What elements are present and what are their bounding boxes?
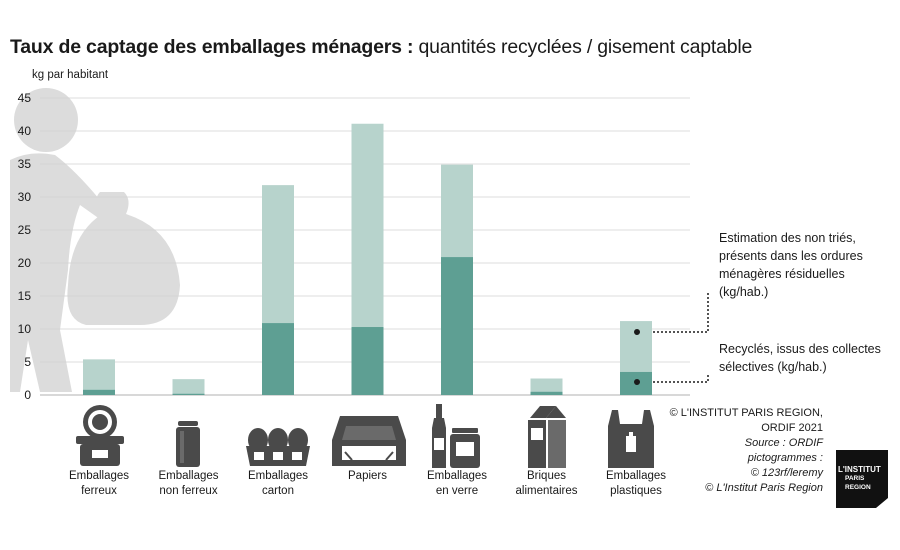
credit-line: ORDIF 2021 [761,422,823,434]
y-axis-unit: kg par habitant [32,69,109,81]
milk-carton-icon [528,406,566,468]
y-tick-label: 10 [18,322,32,336]
egg-carton-icon [246,428,310,466]
category-label-line: carton [262,485,294,497]
y-tick-label: 45 [18,91,32,105]
y-tick-label: 20 [18,256,32,270]
logo-line: PARIS [845,475,865,482]
glass-bottle-jar-icon [432,404,480,468]
credit-line: Source : ORDIF [744,437,823,449]
y-tick-label: 25 [18,223,32,237]
logo-line: REGION [845,484,871,491]
legend-non-tries-line: (kg/hab.) [719,285,769,299]
category-label-line: Emballages [247,470,309,482]
bar-recycles [83,389,115,395]
category-label: Emballages carton [230,469,326,499]
category-label: Papiers [320,469,416,484]
category-label-line: Papiers [348,470,387,482]
soda-can-icon [176,421,200,467]
legend-recycles-line: sélectives (kg/hab.) [719,360,827,374]
bar-recycles [172,393,205,395]
institut-logo-badge [836,450,888,508]
credit-line: © L'Institut Paris Region [705,482,823,494]
bar-recycles [530,391,563,395]
logo-text: L'INSTITUT PARIS REGION [838,465,881,492]
logo-line: L'INSTITUT [838,465,881,474]
credit-line: pictogrammes : [747,452,823,464]
bar-non-tries [262,185,294,324]
bar-non-tries [441,164,473,258]
legend-recycles-line: Recyclés, issus des collectes [719,342,881,356]
tin-can-icon [76,405,124,466]
bar-non-tries [620,321,652,372]
y-tick-label: 40 [18,124,32,138]
category-label: Emballages plastiques [588,469,684,499]
category-label-line: Emballages [605,470,667,482]
y-tick-label: 30 [18,190,32,204]
credit-line: © L'INSTITUT PARIS REGION, [669,407,823,419]
category-label: Emballages non ferreux [141,469,237,499]
plastic-packaging-icon [608,410,654,468]
legend-non-tries-line: Estimation des non triés, [719,231,856,245]
category-label-line: ferreux [81,485,117,497]
chart-title: Taux de captage des emballages ménagers … [10,36,752,59]
person-silhouette-icon [10,88,180,392]
credits: © L'INSTITUT PARIS REGION, ORDIF 2021 So… [623,406,823,496]
legend-non-tries-line: ménagères résiduelles [719,267,845,281]
bar-non-tries [351,123,384,328]
title-rest: quantités recyclées / gisement captable [413,36,753,58]
legend-recycles: Recyclés, issus des collectes sélectives… [719,340,881,376]
title-bold: Taux de captage des emballages ménagers … [10,36,414,58]
category-label-line: Emballages [68,470,130,482]
bar-recycles [351,327,384,395]
y-tick-label: 15 [18,289,32,303]
paper-tray-icon [332,416,406,466]
y-tick-label: 35 [18,157,32,171]
legend-leader-lines [653,292,709,383]
bar-recycles [262,323,294,395]
category-label-line: Emballages [158,470,219,482]
category-label-line: plastiques [610,485,662,497]
bar-non-tries [172,379,205,394]
category-label-line: Emballages [426,470,488,482]
category-label: Briques alimentaires [499,469,595,499]
category-label: Emballages en verre [409,469,505,499]
y-tick-label: 5 [24,355,31,369]
category-label-line: non ferreux [159,485,218,497]
legend-leader-dots [634,329,640,385]
y-tick-label: 0 [24,388,31,402]
bar-recycles [441,257,473,395]
bar-non-tries [530,378,563,392]
legend-non-tries: Estimation des non triés, présents dans … [719,229,863,301]
category-label-line: Briques [527,470,566,482]
credit-line: © 123rf/leremy [750,467,823,479]
legend-non-tries-line: présents dans les ordures [719,249,863,263]
category-label-line: en verre [435,485,479,497]
category-label: Emballages ferreux [51,469,147,499]
bar-non-tries [83,359,115,390]
category-label-line: alimentaires [515,485,578,497]
